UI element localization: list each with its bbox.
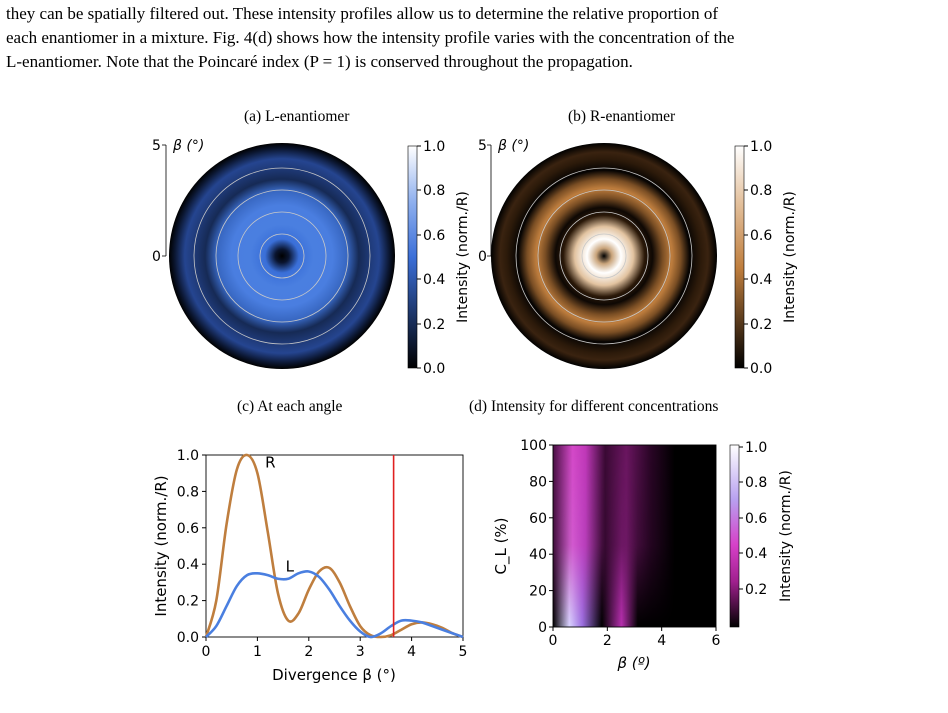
- panel-d-cb-tick-08: 0.8: [745, 475, 767, 491]
- panel-b-colorbar-ticks: 1.0 0.8 0.6 0.4 0.2 0.0: [744, 139, 772, 377]
- panel-c-line-chart: 0 1 2 3 4 5 0.0 0.2 0.4 0.6 0.8 1.0 R L Divergence …: [152, 448, 467, 684]
- panel-b-cb-tick-1: 1.0: [750, 139, 772, 155]
- panel-d-cb-tick-04: 0.4: [745, 546, 767, 562]
- panel-b-cb-tick-0: 0.0: [750, 361, 772, 377]
- panel-b-grid-ring-3: [537, 189, 671, 323]
- panel-a-cb-tick-04: 0.4: [423, 272, 445, 288]
- panel-d-cb-tick-02: 0.2: [745, 582, 767, 598]
- panel-c-ytick-label: 0.4: [177, 557, 199, 573]
- panel-a-colorbar: [407, 145, 418, 369]
- panel-c-annotation-r: R: [265, 454, 275, 472]
- panel-c-ytick-label: 0.8: [177, 484, 199, 500]
- caption-c: (c) At each angle: [237, 398, 343, 415]
- caption-a: (a) L-enantiomer: [244, 108, 350, 125]
- panel-a-grid-ring-1: [259, 233, 305, 279]
- panel-a-tick-label-5: 5: [152, 138, 161, 154]
- panel-b-grid-ring-4: [515, 167, 693, 345]
- panel-b-cb-tick-06: 0.6: [750, 228, 772, 244]
- panel-b-polar-plot: 5 0 β (°) 1.0 0.8 0.6 0.4 0.2 0.0 Intens…: [478, 138, 798, 377]
- panel-d-ytick-label: 20: [529, 584, 547, 600]
- caption-b: (b) R-enantiomer: [568, 108, 676, 125]
- panel-b-axis-label: β (°): [497, 138, 529, 154]
- panel-b-tick-label-5: 5: [478, 138, 487, 154]
- panel-d-ytick-label: 100: [520, 438, 547, 454]
- panel-d-ytick-label: 60: [529, 511, 547, 527]
- panel-d-plot-frame: [552, 444, 717, 628]
- panel-a-grid-ring-3: [215, 189, 349, 323]
- panel-c-ytick-label: 0.6: [177, 521, 199, 537]
- panel-b-cb-tick-02: 0.2: [750, 317, 772, 333]
- panel-c-series-l: [205, 570, 464, 639]
- panel-a-cb-tick-0: 0.0: [423, 361, 445, 377]
- panel-a-grid-ring-2: [237, 211, 327, 301]
- panel-c-series: [204, 453, 464, 639]
- panel-a-cb-tick-08: 0.8: [423, 183, 445, 199]
- panel-d-ylabel: C_L (%): [492, 517, 511, 574]
- panel-d-ytick-label: 40: [529, 547, 547, 563]
- panel-b-colorbar-label: Intensity (norm./R): [782, 191, 798, 323]
- panel-c-xtick-label: 1: [253, 644, 262, 660]
- panel-a-cb-tick-1: 1.0: [423, 139, 445, 155]
- panel-c-xtick-label: 2: [304, 644, 313, 660]
- panel-d-colorbar: [729, 444, 740, 628]
- panel-b-intensity-disk: [491, 143, 717, 369]
- panel-d-heatmap-low-concentration: [553, 445, 716, 627]
- paragraph-line-2: each enantiomer in a mixture. Fig. 4(d) …: [6, 28, 735, 47]
- panel-a-grid-ring-4: [193, 167, 371, 345]
- panel-a-colorbar-label: Intensity (norm./R): [455, 191, 471, 323]
- panel-d-colorbar-ticks: 1.0 0.8 0.6 0.4 0.2: [739, 440, 767, 598]
- panel-c-ytick-label: 0.0: [177, 630, 199, 646]
- panel-c-xtick-label: 5: [459, 644, 468, 660]
- panel-d-xtick-label: 2: [603, 633, 612, 649]
- panel-d-cb-tick-06: 0.6: [745, 511, 767, 527]
- panel-a-colorbar-ticks: 1.0 0.8 0.6 0.4 0.2 0.0: [417, 139, 445, 377]
- panel-b-grid-ring-1: [581, 233, 627, 279]
- panel-d-xtick-label: 4: [657, 633, 666, 649]
- panel-c-annotation-l: L: [286, 557, 295, 575]
- caption-d: (d) Intensity for different concentratio…: [469, 398, 719, 415]
- paragraph-line-1: they can be spatially filtered out. Thes…: [6, 4, 719, 23]
- panel-c-xlabel: Divergence β (°): [272, 666, 396, 684]
- panel-a-intensity-disk: [169, 143, 395, 369]
- panel-c-ytick-label: 1.0: [177, 448, 199, 464]
- panel-c-ticks: 0 1 2 3 4 5 0.0 0.2 0.4 0.6 0.8 1.0: [177, 448, 468, 660]
- body-paragraph: they can be spatially filtered out. Thes…: [6, 2, 942, 74]
- panel-a-cb-tick-06: 0.6: [423, 228, 445, 244]
- panel-b-colorbar: [734, 145, 745, 369]
- panel-b-cb-tick-08: 0.8: [750, 183, 772, 199]
- panel-d-xtick-label: 0: [549, 633, 558, 649]
- panel-d-ytick-label: 80: [529, 474, 547, 490]
- panel-c-xtick-label: 0: [202, 644, 211, 660]
- panel-c-plot-frame: [205, 454, 464, 638]
- panel-b-cb-tick-04: 0.4: [750, 272, 772, 288]
- panel-d-xtick-label: 6: [712, 633, 721, 649]
- panel-a-polar-plot: 5 0 β (°) 1.0 0.8 0.6 0.4 0.2 0.0 Intens…: [152, 138, 471, 377]
- panel-d-colorbar-label: Intensity (norm./R): [778, 470, 794, 602]
- panel-c-series-r: [204, 453, 464, 639]
- panel-b-tick-label-0: 0: [478, 249, 487, 265]
- panel-d-cb-tick-1: 1.0: [745, 440, 767, 456]
- panel-c-xtick-label: 3: [356, 644, 365, 660]
- paragraph-line-3: L-enantiomer. Note that the Poincaré ind…: [6, 52, 633, 71]
- panel-a-axis-label: β (°): [172, 138, 204, 154]
- panel-c-ytick-label: 0.2: [177, 594, 199, 610]
- panel-a-cb-tick-02: 0.2: [423, 317, 445, 333]
- panel-d-xlabel: β (º): [616, 654, 650, 672]
- panel-b-grid-ring-2: [559, 211, 649, 301]
- panel-d-ytick-label: 0: [538, 620, 547, 636]
- panel-c-ylabel: Intensity (norm./R): [152, 475, 170, 616]
- panel-a-tick-label-0: 0: [152, 249, 161, 265]
- panel-c-xtick-label: 4: [407, 644, 416, 660]
